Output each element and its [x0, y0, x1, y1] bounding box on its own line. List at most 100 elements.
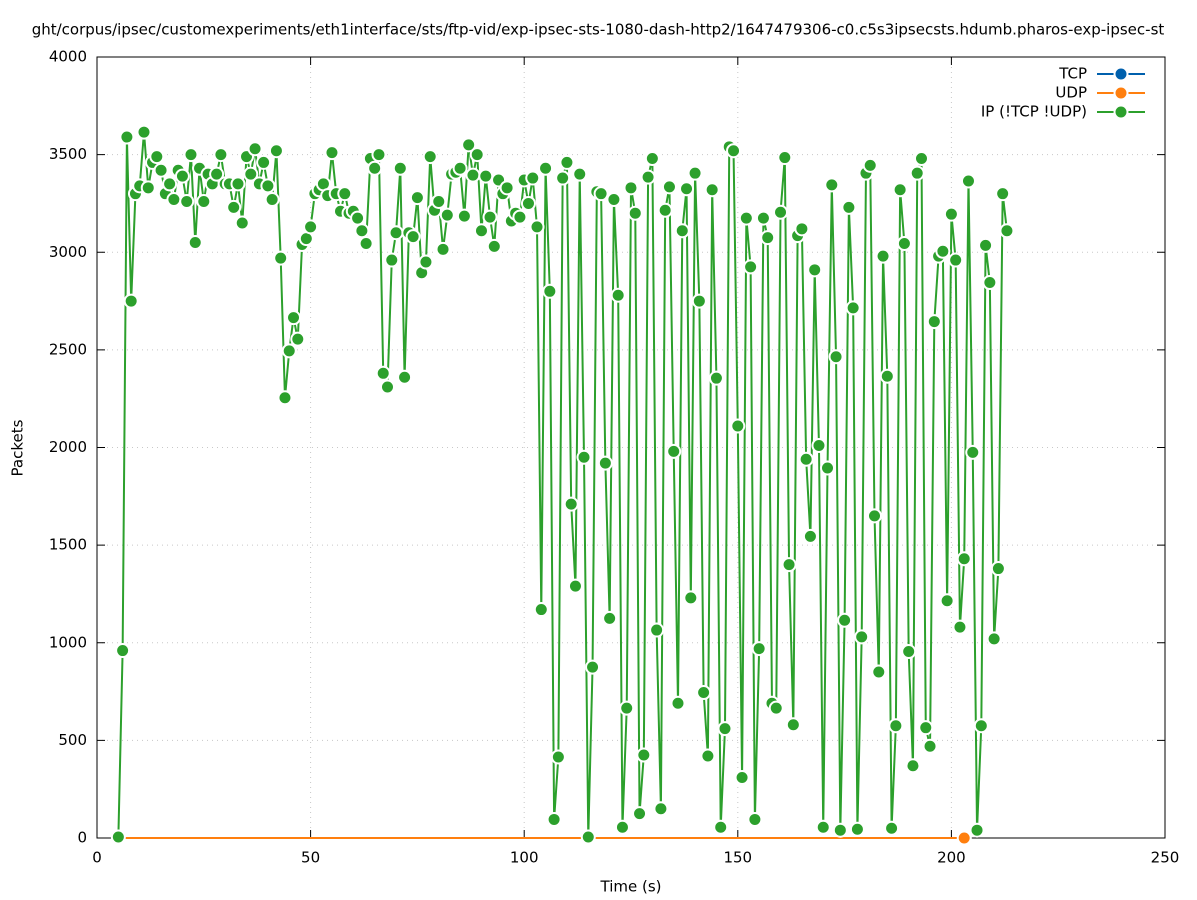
data-point	[896, 235, 912, 251]
data-point	[546, 811, 562, 827]
data-point	[350, 210, 366, 226]
data-point	[149, 149, 165, 165]
data-point	[422, 149, 438, 165]
y-tick-label: 2500	[49, 340, 87, 358]
data-point	[619, 700, 635, 716]
data-point	[969, 822, 985, 838]
data-point	[525, 170, 541, 186]
data-point	[875, 248, 891, 264]
data-point	[854, 629, 870, 645]
data-point	[960, 173, 976, 189]
data-point	[264, 192, 280, 208]
data-point	[700, 748, 716, 764]
legend-marker	[1113, 104, 1129, 120]
data-point	[867, 508, 883, 524]
data-point	[576, 449, 592, 465]
y-tick-label: 1500	[49, 536, 87, 554]
data-point	[717, 721, 733, 737]
data-point	[226, 199, 242, 215]
data-point	[670, 695, 686, 711]
data-point	[405, 229, 421, 245]
data-point	[913, 151, 929, 167]
data-point	[802, 528, 818, 544]
data-point	[439, 207, 455, 223]
data-point	[948, 252, 964, 268]
data-point	[995, 186, 1011, 202]
x-tick-label: 50	[301, 849, 320, 867]
data-point	[162, 176, 178, 192]
legend-marker	[1113, 66, 1129, 82]
data-point	[730, 418, 746, 434]
data-point	[691, 293, 707, 309]
data-point	[110, 829, 126, 845]
data-point	[358, 235, 374, 251]
data-point	[435, 241, 451, 257]
data-point	[696, 685, 712, 701]
series-line	[117, 132, 1008, 838]
y-tick-label: 3500	[49, 145, 87, 163]
data-point	[567, 578, 583, 594]
data-point	[183, 147, 199, 163]
data-point	[999, 223, 1015, 239]
data-point	[773, 204, 789, 220]
data-point	[392, 160, 408, 176]
data-point	[610, 287, 626, 303]
data-point	[179, 193, 195, 209]
data-point	[461, 137, 477, 153]
data-point	[187, 234, 203, 250]
data-point	[918, 720, 934, 736]
data-point	[653, 801, 669, 817]
data-point	[832, 822, 848, 838]
data-point	[486, 238, 502, 254]
data-point	[465, 167, 481, 183]
data-point	[849, 821, 865, 837]
legend-label: IP (!TCP !UDP)	[981, 103, 1087, 121]
data-point	[798, 451, 814, 467]
data-point	[482, 209, 498, 225]
data-point	[140, 180, 156, 196]
data-point	[452, 160, 468, 176]
data-point	[777, 150, 793, 166]
data-point	[512, 209, 528, 225]
data-point	[606, 192, 622, 208]
y-tick-label: 500	[58, 731, 87, 749]
data-point	[901, 644, 917, 660]
data-point	[666, 443, 682, 459]
data-point	[632, 806, 648, 822]
x-tick-label: 200	[937, 849, 966, 867]
data-point	[397, 369, 413, 385]
x-tick-label: 150	[723, 849, 752, 867]
data-point	[469, 147, 485, 163]
data-point	[649, 622, 665, 638]
data-point	[213, 147, 229, 163]
data-point	[337, 186, 353, 202]
data-point	[367, 160, 383, 176]
data-point	[256, 154, 272, 170]
data-point	[614, 819, 630, 835]
data-point	[533, 602, 549, 618]
data-point	[862, 157, 878, 173]
data-point	[708, 370, 724, 386]
data-point	[273, 250, 289, 266]
data-point	[473, 223, 489, 239]
data-point	[409, 190, 425, 206]
data-point	[563, 496, 579, 512]
data-point	[794, 221, 810, 237]
data-point	[247, 141, 263, 157]
data-point	[260, 178, 276, 194]
data-point	[597, 455, 613, 471]
data-point	[431, 193, 447, 209]
data-point	[478, 168, 494, 184]
data-point	[785, 717, 801, 733]
data-point	[230, 176, 246, 192]
data-point	[824, 177, 840, 193]
data-point	[743, 259, 759, 275]
data-point	[529, 219, 545, 235]
x-tick-label: 100	[510, 849, 539, 867]
data-point	[922, 738, 938, 754]
data-point	[905, 758, 921, 774]
data-point	[354, 223, 370, 239]
data-point	[324, 145, 340, 161]
data-point	[661, 179, 677, 195]
data-point	[375, 365, 391, 381]
